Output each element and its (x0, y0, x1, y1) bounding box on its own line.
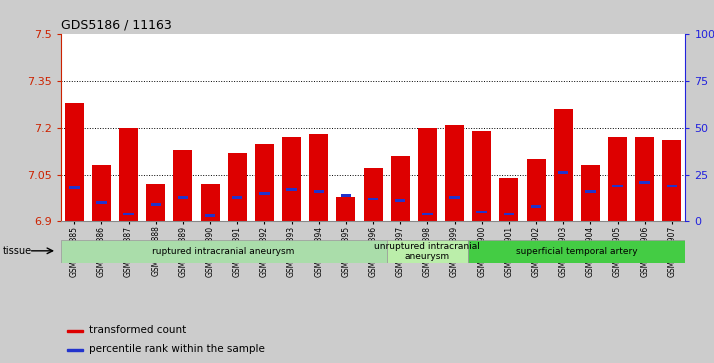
Bar (61, 240, 387, 263)
Bar (476, 211, 487, 213)
Bar (255, 143, 274, 221)
Bar (468, 240, 685, 263)
Bar (531, 205, 541, 208)
Bar (201, 184, 220, 221)
Bar (499, 178, 518, 221)
Bar (92, 166, 111, 221)
Bar (282, 137, 301, 221)
Bar (174, 150, 193, 221)
Bar (608, 137, 627, 221)
Bar (151, 203, 161, 206)
Bar (585, 190, 595, 193)
Bar (313, 190, 324, 193)
Bar (613, 184, 623, 187)
Bar (395, 199, 406, 202)
Text: GDS5186 / 11163: GDS5186 / 11163 (61, 19, 171, 32)
Bar (119, 128, 138, 221)
Bar (146, 184, 165, 221)
Bar (69, 186, 79, 189)
Bar (178, 196, 188, 199)
Bar (387, 240, 468, 263)
Bar (228, 153, 247, 221)
Bar (472, 131, 491, 221)
Bar (363, 168, 383, 221)
Bar (449, 196, 460, 199)
Bar (445, 125, 464, 221)
Bar (309, 134, 328, 221)
Bar (368, 197, 378, 200)
Bar (67, 349, 83, 351)
Bar (259, 192, 270, 195)
Bar (553, 109, 573, 221)
Bar (526, 159, 545, 221)
Text: superficial temporal artery: superficial temporal artery (516, 247, 638, 256)
Bar (422, 213, 433, 215)
Bar (667, 184, 677, 187)
Bar (581, 166, 600, 221)
Text: unruptured intracranial
aneurysm: unruptured intracranial aneurysm (374, 242, 481, 261)
Bar (663, 140, 681, 221)
Text: percentile rank within the sample: percentile rank within the sample (89, 344, 265, 354)
Bar (205, 215, 216, 217)
Bar (503, 213, 514, 215)
Text: ruptured intracranial aneurysm: ruptured intracranial aneurysm (153, 247, 295, 256)
Bar (65, 103, 84, 221)
Bar (67, 330, 83, 332)
Bar (341, 194, 351, 197)
Bar (232, 196, 243, 199)
Bar (558, 171, 568, 174)
Bar (635, 137, 654, 221)
Bar (391, 156, 410, 221)
Bar (124, 213, 134, 215)
Bar (96, 201, 106, 204)
Bar (286, 188, 297, 191)
Text: transformed count: transformed count (89, 325, 186, 335)
Bar (640, 181, 650, 184)
Bar (418, 128, 437, 221)
Bar (336, 196, 356, 221)
Text: tissue: tissue (3, 246, 32, 256)
